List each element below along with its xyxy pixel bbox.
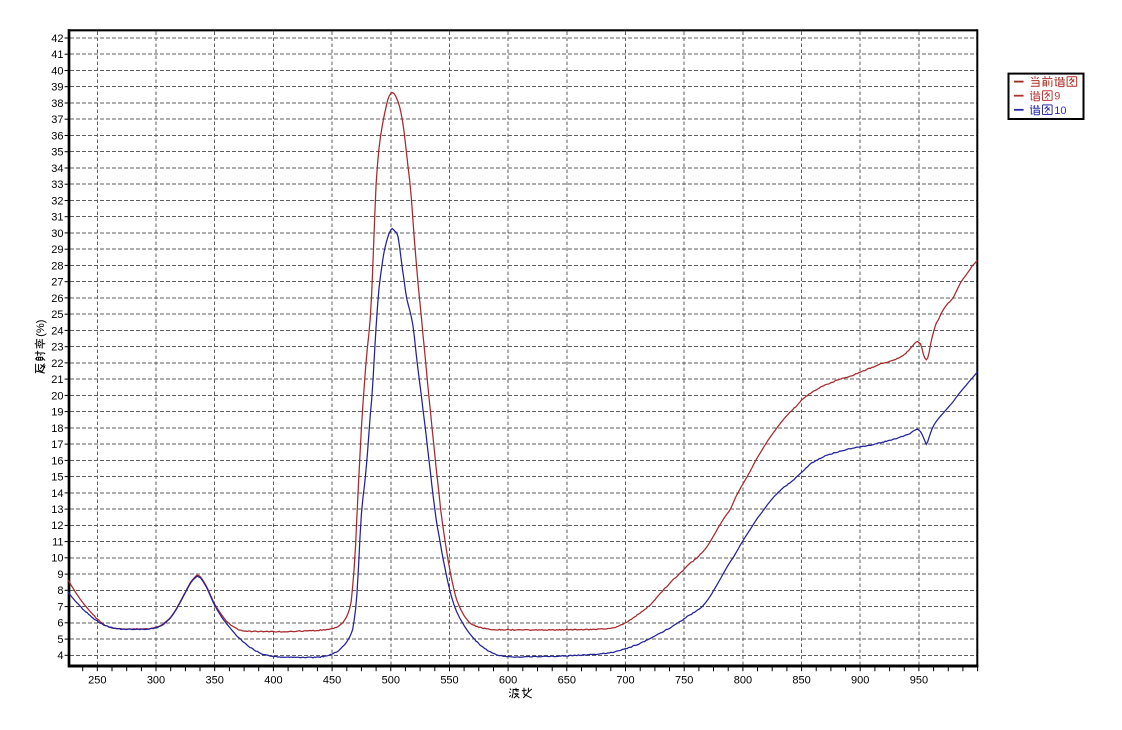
svg-text:16: 16 <box>51 455 63 467</box>
svg-text:9: 9 <box>57 569 63 581</box>
svg-text:6: 6 <box>57 618 63 630</box>
svg-text:450: 450 <box>323 675 341 687</box>
svg-text:600: 600 <box>499 675 517 687</box>
svg-text:41: 41 <box>51 49 63 61</box>
svg-text:29: 29 <box>51 244 63 256</box>
svg-text:900: 900 <box>851 675 869 687</box>
svg-text:350: 350 <box>206 675 224 687</box>
svg-text:17: 17 <box>51 439 63 451</box>
svg-text:32: 32 <box>51 195 63 207</box>
svg-text:30: 30 <box>51 228 63 240</box>
svg-text:9: 9 <box>1054 91 1060 103</box>
svg-text:15: 15 <box>51 472 63 484</box>
svg-text:35: 35 <box>51 147 63 159</box>
svg-text:27: 27 <box>51 277 63 289</box>
svg-text:21: 21 <box>51 374 63 386</box>
svg-text:11: 11 <box>52 537 63 549</box>
svg-text:(%): (%) <box>35 320 47 337</box>
svg-text:250: 250 <box>88 675 106 687</box>
svg-text:19: 19 <box>51 407 63 419</box>
svg-text:7: 7 <box>57 602 63 614</box>
svg-text:20: 20 <box>51 390 63 402</box>
svg-text:800: 800 <box>734 675 752 687</box>
svg-text:850: 850 <box>792 675 810 687</box>
svg-text:28: 28 <box>51 260 63 272</box>
svg-text:10: 10 <box>51 553 63 565</box>
svg-text:26: 26 <box>51 293 63 305</box>
svg-text:650: 650 <box>558 675 576 687</box>
svg-text:750: 750 <box>675 675 693 687</box>
svg-text:23: 23 <box>51 342 63 354</box>
svg-text:13: 13 <box>51 504 63 516</box>
svg-text:14: 14 <box>51 488 63 500</box>
svg-text:5: 5 <box>57 634 63 646</box>
svg-text:38: 38 <box>51 98 63 110</box>
svg-text:300: 300 <box>147 675 165 687</box>
svg-text:42: 42 <box>51 33 63 45</box>
svg-text:33: 33 <box>51 179 63 191</box>
svg-text:31: 31 <box>51 212 63 224</box>
svg-text:8: 8 <box>57 585 63 597</box>
svg-text:34: 34 <box>51 163 63 175</box>
svg-text:39: 39 <box>51 82 63 94</box>
svg-text:400: 400 <box>264 675 282 687</box>
svg-text:40: 40 <box>51 65 63 77</box>
svg-text:25: 25 <box>51 309 63 321</box>
svg-text:22: 22 <box>51 358 63 370</box>
svg-text:37: 37 <box>51 114 63 126</box>
svg-text:550: 550 <box>440 675 458 687</box>
svg-text:10: 10 <box>1054 105 1066 117</box>
svg-text:24: 24 <box>51 325 63 337</box>
svg-text:500: 500 <box>382 675 400 687</box>
svg-text:700: 700 <box>616 675 634 687</box>
svg-text:950: 950 <box>910 675 928 687</box>
svg-text:12: 12 <box>51 520 63 532</box>
svg-text:4: 4 <box>57 650 63 662</box>
svg-text:36: 36 <box>51 130 63 142</box>
svg-text:18: 18 <box>51 423 63 435</box>
